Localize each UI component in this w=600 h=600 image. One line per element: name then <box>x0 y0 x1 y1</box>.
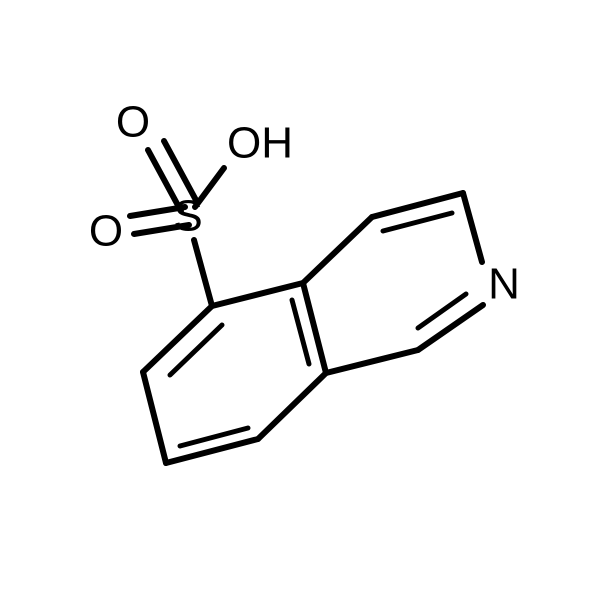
bond-c3-c4-inner <box>383 213 452 231</box>
atom-labels: O O OH N <box>89 98 520 309</box>
bond-c2-c3 <box>303 217 372 283</box>
bond-c1-c8-inner <box>170 325 222 375</box>
atom-oh: OH <box>227 119 293 168</box>
bond-c10-c7 <box>258 373 326 439</box>
atom-o-top: O <box>116 98 150 147</box>
bond-n-c5-outer <box>418 305 483 350</box>
bond-s-c1 <box>194 240 212 306</box>
bond-c9-c10-outer <box>166 439 258 463</box>
bond-c2-c7-inner <box>292 300 309 364</box>
chemical-structure-diagram: S O O O <box>0 0 600 600</box>
bond-c1-c8-outer <box>143 306 212 372</box>
bond-c4-n <box>463 193 482 262</box>
bond-c1-c2 <box>212 283 303 306</box>
atom-s: S <box>173 192 202 241</box>
bonds: S <box>130 141 483 463</box>
atom-o-left: O <box>89 207 123 256</box>
bond-c8-c9 <box>143 372 166 463</box>
atom-n: N <box>488 260 520 309</box>
bond-c5-c7 <box>326 350 418 373</box>
